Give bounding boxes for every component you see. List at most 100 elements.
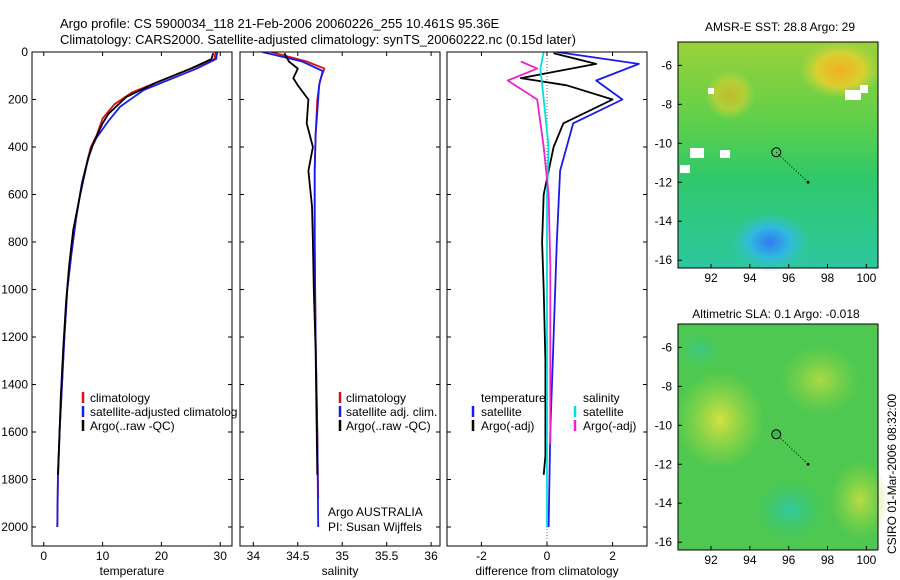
temperature-panel: 0 200 400 600 800 1000 1200 1400 1600 1800 2000 0 1…: [1, 45, 237, 578]
salinity-x-axis: 34 34.5 35 35.5 36: [240, 51, 440, 563]
y-tick-label: 400: [8, 140, 28, 154]
series-line-temperature-satellite: [547, 52, 640, 528]
y-tick-label: 1600: [1, 425, 28, 439]
x-tick-label: 94: [743, 553, 757, 567]
x-tick-label: -2: [476, 549, 487, 563]
figure-title-line2: Climatology: CARS2000. Satellite-adjuste…: [60, 32, 576, 47]
x-tick-label: 92: [704, 271, 718, 285]
series-line-climatology: [56, 52, 217, 528]
y-tick-label: -16: [655, 253, 673, 267]
x-tick-label: 0: [40, 549, 47, 563]
float-track: [775, 151, 809, 183]
salinity-legend: climatology satellite adj. clim. Argo(..…: [338, 391, 437, 433]
sla-map-title: Altimetric SLA: 0.1 Argo: -0.018: [692, 307, 860, 321]
x-tick-label: 100: [856, 553, 876, 567]
difference-legend: temperature satellite Argo(-adj) salinit…: [471, 391, 636, 433]
y-tick-label: -14: [655, 214, 673, 228]
difference-x-axis: -2 0 2: [447, 51, 647, 563]
legend-title-salinity: salinity: [583, 391, 620, 405]
series-line-argo: [57, 52, 215, 475]
salinity-panel: 34 34.5 35 35.5 36 salinity climatology sate…: [239, 51, 441, 578]
y-tick-label: 2000: [1, 520, 28, 534]
legend-label-temp-satellite: satellite: [481, 405, 522, 419]
depth-axis: 0 200 400 600 800 1000 1200 1400 1600 1800 2000: [1, 45, 36, 534]
series-line-temperature-argo: [519, 52, 614, 475]
salinity-axes-box: [239, 51, 441, 547]
x-tick-label: 10: [96, 549, 110, 563]
y-tick-label: 1800: [1, 473, 28, 487]
y-tick-label: 1400: [1, 378, 28, 392]
x-tick-label: 96: [782, 271, 796, 285]
sst-map-field: [678, 42, 880, 272]
series-line-salinity-argo: [506, 60, 552, 444]
y-tick-label: -14: [655, 496, 673, 510]
sst-map-title: AMSR-E SST: 28.8 Argo: 29: [705, 20, 855, 34]
profile-location-marker: [771, 147, 782, 158]
legend-label-sal-satellite: satellite: [583, 405, 624, 419]
track-point-marker: [806, 462, 810, 466]
x-tick-label: 100: [856, 271, 876, 285]
x-tick-label: 20: [155, 549, 169, 563]
x-tick-label: 98: [821, 271, 835, 285]
legend-title-temperature: temperature: [481, 391, 546, 405]
temperature-xlabel: temperature: [100, 564, 165, 578]
temperature-axes-box: [31, 51, 233, 547]
y-tick-label: -12: [655, 457, 673, 471]
temperature-plot-lines: [56, 52, 219, 528]
x-tick-label: 35.5: [375, 549, 399, 563]
y-tick-label: 1200: [1, 330, 28, 344]
y-tick-label: -8: [661, 379, 672, 393]
sla-map-panel: Altimetric SLA: 0.1 Argo: -0.018 92 94 96 9…: [655, 307, 890, 567]
track-point-marker: [806, 180, 810, 184]
legend-label-climatology: climatology: [90, 391, 150, 405]
y-tick-label: -6: [661, 340, 672, 354]
temperature-legend: climatology satellite-adjusted climatolo…: [81, 391, 237, 433]
float-track: [775, 433, 809, 465]
series-line-salinity-satellite: [539, 52, 550, 527]
pi-label: PI: Susan Wijffels: [328, 520, 422, 534]
y-tick-label: -6: [661, 58, 672, 72]
y-tick-label: -16: [655, 535, 673, 549]
sst-map-markers: [771, 147, 810, 184]
x-tick-label: 34.5: [286, 549, 310, 563]
y-tick-label: 800: [8, 235, 28, 249]
y-tick-label: 0: [21, 45, 28, 59]
y-tick-label: 200: [8, 93, 28, 107]
y-tick-label: 1000: [1, 283, 28, 297]
sst-map-panel: AMSR-E SST: 28.8 Argo: 29 92 94 96 98 100 -6 -…: [655, 20, 880, 285]
legend-label-temp-argo: Argo(-adj): [481, 419, 534, 433]
temperature-x-axis: 0 10 20 30: [40, 51, 232, 563]
x-tick-label: 35: [336, 549, 350, 563]
legend-label-climatology: climatology: [346, 391, 406, 405]
sla-map-markers: [771, 429, 810, 466]
legend-label-sal-argo: Argo(-adj): [583, 419, 636, 433]
footer-timestamp: CSIRO 01-Mar-2006 08:32:00: [885, 394, 899, 554]
sla-map-field: [675, 324, 890, 550]
difference-xlabel: difference from climatology: [475, 564, 618, 578]
y-tick-label: -8: [661, 97, 672, 111]
sla-map-axes: 92 94 96 98 100 -6 -8 -10 -12 -14 -16: [655, 340, 877, 567]
x-tick-label: 36: [424, 549, 438, 563]
x-tick-label: 98: [821, 553, 835, 567]
x-tick-label: 94: [743, 271, 757, 285]
sst-map-axes: 92 94 96 98 100 -6 -8 -10 -12 -14 -16: [655, 58, 877, 285]
x-tick-label: 0: [544, 549, 551, 563]
difference-panel: -2 0 2 difference from climatology tempera…: [446, 51, 648, 578]
difference-plot-lines: [506, 52, 640, 528]
legend-label-argo: Argo(..raw -QC): [90, 419, 175, 433]
series-line-satellite: [56, 52, 219, 528]
salinity-xlabel: salinity: [322, 564, 359, 578]
sst-map-axes-box: [677, 41, 879, 269]
x-tick-label: 34: [247, 549, 261, 563]
legend-label-satellite: satellite adj. clim.: [346, 405, 437, 419]
sla-map-axes-box: [677, 323, 879, 551]
x-tick-label: 30: [214, 549, 228, 563]
figure-title-line1: Argo profile: CS 5900034_118 21-Feb-2006…: [60, 16, 500, 31]
salinity-plot-lines: [261, 52, 326, 528]
x-tick-label: 96: [782, 553, 796, 567]
y-tick-label: -12: [655, 175, 673, 189]
x-tick-label: 92: [704, 553, 718, 567]
y-tick-label: 600: [8, 188, 28, 202]
series-line-argo: [283, 52, 319, 475]
